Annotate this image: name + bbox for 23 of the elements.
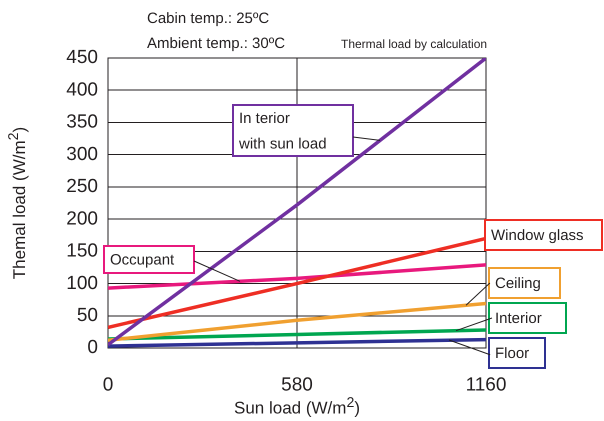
text: Ambient temp.: 30ºC: [147, 35, 286, 52]
x-tick-label: 1160: [466, 374, 506, 396]
text: Thermal load by calculation: [341, 37, 488, 51]
y-tick-label: 250: [66, 176, 98, 198]
y-tick-label: 100: [66, 272, 98, 294]
y-tick-label: 400: [66, 79, 98, 100]
y-tick-label: 350: [66, 112, 98, 133]
y-tick-label: 150: [66, 240, 98, 262]
x-axis-title: Sun load (W/m$^{2}$): [234, 395, 360, 419]
y-tick-label: 200: [66, 208, 98, 230]
y-tick-label: 300: [66, 144, 98, 165]
series-label: Window glass: [491, 227, 584, 244]
series-label: Floor: [495, 345, 530, 362]
text: Cabin temp.: 25ºC: [147, 10, 270, 27]
series-label: In terior with sun load: [238, 110, 327, 152]
y-tick-label: 450: [66, 47, 98, 68]
y-tick-label: 0: [87, 337, 98, 358]
y-tick-label: 50: [76, 305, 98, 326]
x-tick-label: 0: [102, 374, 114, 396]
x-tick-label: 580: [281, 374, 313, 396]
series-label: Ceiling: [495, 275, 541, 292]
series-label: Interior: [495, 310, 542, 328]
series-label: Occupant: [110, 252, 176, 269]
